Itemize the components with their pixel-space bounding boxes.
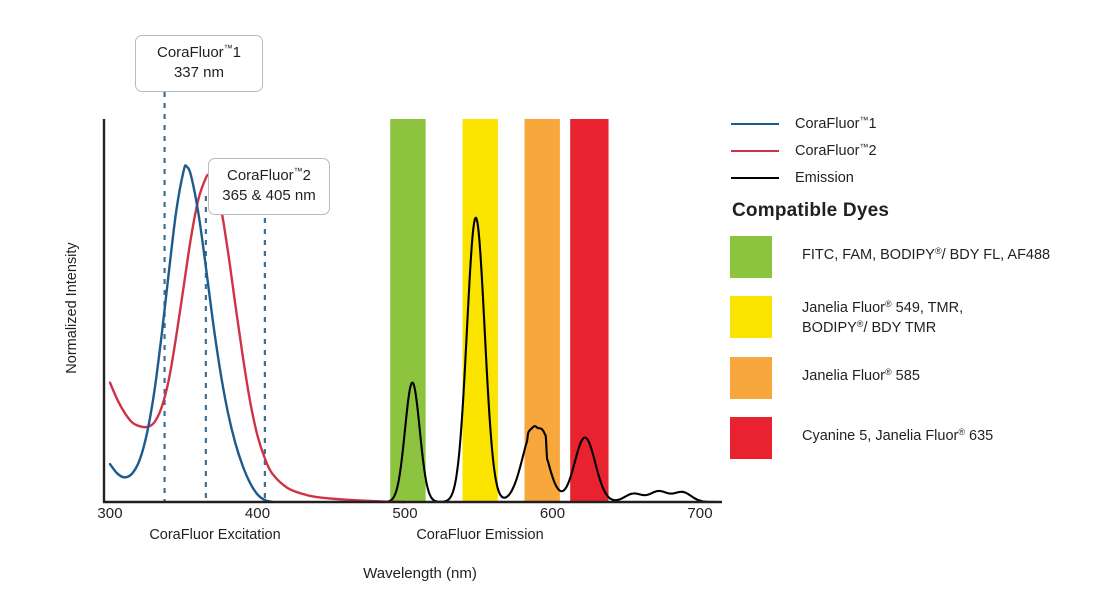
x-tick-300: 300 <box>97 505 123 522</box>
curve-corafluor-2 <box>108 173 407 504</box>
callout-cf1-value: 337 nm <box>173 63 225 81</box>
callout-corafluor-1: CoraFluor™1 337 nm <box>135 35 263 92</box>
spectra-plot <box>102 92 722 504</box>
dye-color-swatch <box>730 236 772 278</box>
trademark-symbol: ™ <box>859 115 869 125</box>
dye-label: Janelia Fluor® 549, TMR, BODIPY®/ BDY TMR <box>802 296 963 339</box>
trademark-symbol: ™ <box>859 142 869 152</box>
dye-row-2: Janelia Fluor® 585 <box>730 356 1105 399</box>
legend-line-swatch-icon <box>731 149 779 152</box>
axis-section-label-excitation: CoraFluor Excitation <box>149 527 281 543</box>
dye-row-1: Janelia Fluor® 549, TMR, BODIPY®/ BDY TMR <box>730 296 1105 339</box>
callout-cf1-title: CoraFluor™1 <box>156 43 242 61</box>
x-tick-400: 400 <box>244 505 271 522</box>
compatible-dyes-list: FITC, FAM, BODIPY®/ BDY FL, AF488 Janelia… <box>730 236 1105 477</box>
chart-area: 300 400 500 600 700 CoraFluor Excitation Cor… <box>64 35 722 582</box>
dye-label: Cyanine 5, Janelia Fluor® 635 <box>802 417 993 446</box>
legend-item-label: CoraFluor™1 <box>795 115 877 132</box>
dye-band-3 <box>570 119 609 502</box>
right-panel: CoraFluor™1 CoraFluor™2 Emission Compatibl… <box>730 0 1110 612</box>
legend-item-1: CoraFluor™2 <box>730 137 1060 164</box>
registered-symbol: ® <box>885 366 892 377</box>
dye-color-swatch <box>730 296 772 338</box>
registered-symbol: ® <box>958 426 966 437</box>
dye-label-line: Cyanine 5, Janelia Fluor® 635 <box>802 426 994 444</box>
x-axis-title: Wavelength (nm) <box>363 565 477 582</box>
registered-symbol: ® <box>856 319 864 330</box>
dye-color-swatch <box>730 416 772 459</box>
legend-item-2: Emission <box>730 164 1060 191</box>
dye-band-2 <box>524 119 560 502</box>
registered-symbol: ® <box>934 246 942 256</box>
dye-label: FITC, FAM, BODIPY®/ BDY FL, AF488 <box>802 236 1050 265</box>
legend-item-label: Emission <box>795 169 854 186</box>
dye-bands-group <box>390 119 609 502</box>
legend-line-swatch-icon <box>731 176 779 179</box>
callout-cf2-value: 365 & 405 nm <box>222 186 316 204</box>
callout-corafluor-2: CoraFluor™2 365 & 405 nm <box>208 158 330 215</box>
dye-label-line: BODIPY®/ BDY TMR <box>802 319 937 337</box>
dye-row-0: FITC, FAM, BODIPY®/ BDY FL, AF488 <box>730 236 1105 278</box>
x-tick-600: 600 <box>539 505 566 522</box>
callout-cf2-title: CoraFluor™2 <box>226 166 312 184</box>
compatible-dyes-title: Compatible Dyes <box>732 200 890 221</box>
dye-row-3: Cyanine 5, Janelia Fluor® 635 <box>730 416 1105 459</box>
excitation-marker-lines <box>163 92 266 502</box>
series-legend: CoraFluor™1 CoraFluor™2 Emission <box>730 110 1060 191</box>
curve-emission <box>285 216 720 504</box>
curve-corafluor-1 <box>108 164 274 504</box>
axis-section-label-emission: CoraFluor Emission <box>416 527 544 543</box>
x-tick-500: 500 <box>392 505 418 522</box>
trademark-symbol: ™ <box>223 43 233 53</box>
dye-label-line: FITC, FAM, BODIPY®/ BDY FL, AF488 <box>802 246 1051 263</box>
dye-label: Janelia Fluor® 585 <box>802 357 920 386</box>
registered-symbol: ® <box>885 299 892 309</box>
dye-color-swatch <box>730 356 772 399</box>
y-axis-title: Normalized Intensity <box>64 242 80 374</box>
x-tick-700: 700 <box>687 505 713 522</box>
legend-item-0: CoraFluor™1 <box>730 110 1060 137</box>
legend-line-swatch-icon <box>731 122 779 125</box>
dye-label-line: Janelia Fluor® 549, TMR, <box>802 299 964 316</box>
trademark-symbol: ™ <box>293 166 303 176</box>
legend-item-label: CoraFluor™2 <box>795 142 877 159</box>
dye-label-line: Janelia Fluor® 585 <box>802 366 920 384</box>
